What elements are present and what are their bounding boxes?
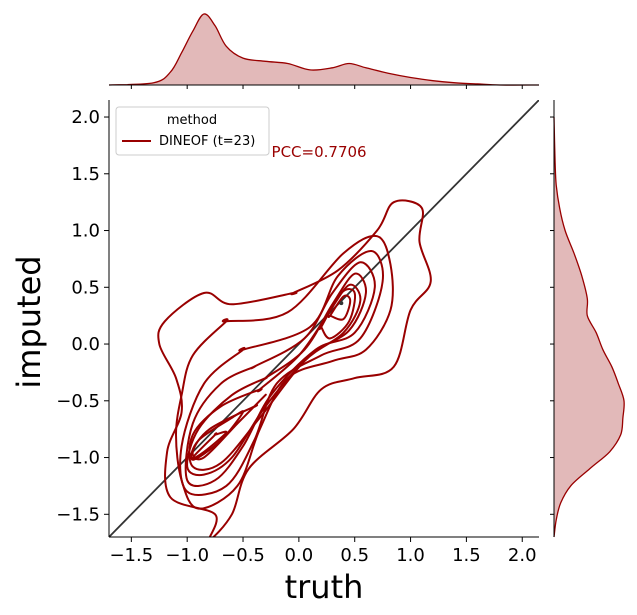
x-tick-label: 0.5 [340,545,369,566]
main-plot: −1.5 −1.0 −0.5 0.0 0.5 1.0 1.5 2.0 −1.5 −1.0 −0.5… [56,100,539,566]
kde-contour-3 [179,250,384,496]
marginal-y-line [553,116,625,538]
x-tick-label: 1.5 [452,545,481,566]
y-tick-label: 0.0 [71,334,100,355]
x-tick-label: −0.5 [221,545,265,566]
x-tick-label: 2.0 [508,545,537,566]
kde-contours [157,199,432,537]
y-tick-label: −1.0 [56,448,100,469]
y-tick-label: 1.5 [71,164,100,185]
kde-contour-1 [157,199,432,537]
x-tick-label: 0.0 [285,545,314,566]
marginal-x-line [108,13,540,86]
axes-frame [108,100,539,538]
x-axis-ticks: −1.5 −1.0 −0.5 0.0 0.5 1.0 1.5 2.0 [109,537,537,566]
kde-contour-8 [327,294,352,321]
pcc-annotation: PCC=0.7706 [272,143,367,161]
marginal-y-density [550,100,625,538]
kde-contour-7 [318,288,357,340]
x-tick-label: −1.5 [109,545,153,566]
y-tick-label: 2.0 [71,107,100,128]
legend: method DINEOF (t=23) [115,106,270,156]
x-tick-label: −1.0 [165,545,209,566]
marginal-x-density [108,13,540,89]
legend-title: method [167,113,217,128]
y-tick-label: −0.5 [56,391,100,412]
density-peak-point [339,301,344,306]
y-axis-title: imputed [10,255,48,388]
legend-entry-label: DINEOF (t=23) [159,134,255,149]
y-axis-ticks: −1.5 −1.0 −0.5 0.0 0.5 1.0 1.5 2.0 [56,107,109,525]
kde-contour-10 [190,410,245,461]
y-tick-label: 1.0 [71,221,100,242]
y-tick-label: 0.5 [71,277,100,298]
x-axis-title: truth [285,568,364,606]
y-tick-label: −1.5 [56,504,100,525]
marginal-x-fill [109,13,539,86]
legend-box [115,106,270,156]
kde-contour-11 [191,430,228,460]
marginal-y-fill [554,117,625,537]
kde-contour-5 [186,272,367,477]
x-tick-label: 1.0 [396,545,425,566]
kde-contour-4 [184,261,376,487]
